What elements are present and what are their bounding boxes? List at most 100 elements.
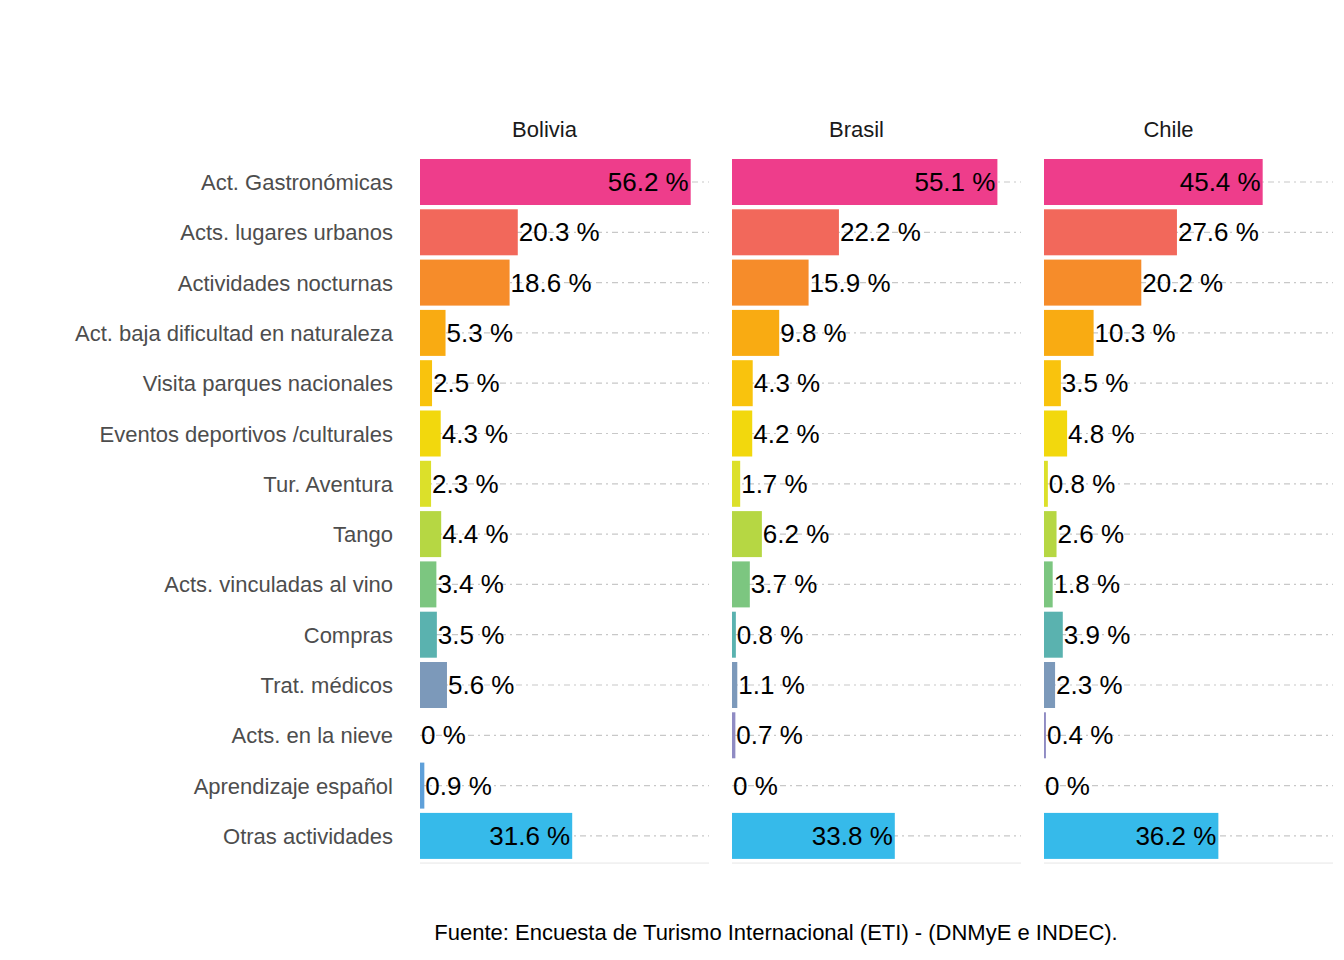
data-label: 5.6 % xyxy=(448,670,515,700)
bar xyxy=(732,662,737,708)
bar xyxy=(1044,712,1046,758)
facet-title: Bolivia xyxy=(512,117,578,142)
category-label: Acts. vinculadas al vino xyxy=(164,572,393,597)
bar xyxy=(1044,260,1141,306)
bar xyxy=(420,209,518,255)
bar xyxy=(732,561,750,607)
bar xyxy=(1044,612,1063,658)
data-label: 18.6 % xyxy=(511,268,592,298)
bar xyxy=(420,159,691,205)
data-label: 0.8 % xyxy=(737,620,804,650)
data-label: 4.4 % xyxy=(442,519,509,549)
labels: 45.4 % 27.6 % 20.2 % 10.3 % 3.5 % 4.8 % 0.8 % 2… xyxy=(1045,167,1261,851)
data-label: 20.3 % xyxy=(519,217,600,247)
data-label: 0 % xyxy=(421,720,466,750)
data-label: 10.3 % xyxy=(1095,318,1176,348)
data-label: 31.6 % xyxy=(489,821,570,851)
caption: Fuente: Encuesta de Turismo Internaciona… xyxy=(434,920,1117,945)
data-label: 2.3 % xyxy=(1056,670,1123,700)
bar xyxy=(420,310,446,356)
bar xyxy=(732,712,735,758)
bar xyxy=(420,662,447,708)
bar xyxy=(420,360,432,406)
category-label: Eventos deportivos /culturales xyxy=(100,422,394,447)
data-label: 55.1 % xyxy=(914,167,995,197)
bar xyxy=(420,461,431,507)
data-label: 3.5 % xyxy=(1062,368,1129,398)
bar xyxy=(1044,511,1057,557)
bar xyxy=(732,209,839,255)
category-label: Tur. Aventura xyxy=(263,472,393,497)
data-label: 22.2 % xyxy=(840,217,921,247)
data-label: 27.6 % xyxy=(1178,217,1259,247)
labels: 56.2 %20.3 %18.6 %5.3 %2.5 %4.3 %2.3 %4.… xyxy=(421,167,689,851)
category-label: Compras xyxy=(304,623,393,648)
bars xyxy=(732,159,997,859)
bar xyxy=(420,561,436,607)
bars xyxy=(420,159,691,859)
data-label: 0.8 % xyxy=(1049,469,1116,499)
category-label: Otras actividades xyxy=(223,824,393,849)
data-label: 0.7 % xyxy=(736,720,803,750)
facet-title: Chile xyxy=(1143,117,1193,142)
data-label: 2.3 % xyxy=(432,469,499,499)
data-label: 0 % xyxy=(733,771,778,801)
data-label: 36.2 % xyxy=(1135,821,1216,851)
data-label: 5.3 % xyxy=(447,318,514,348)
bar xyxy=(1044,159,1263,205)
data-label: 56.2 % xyxy=(608,167,689,197)
bars xyxy=(1044,159,1263,859)
data-label: 4.3 % xyxy=(754,368,821,398)
data-label: 0 % xyxy=(1045,771,1090,801)
bar xyxy=(732,310,779,356)
data-label: 1.1 % xyxy=(738,670,805,700)
data-label: 2.6 % xyxy=(1058,519,1125,549)
axis-line xyxy=(732,863,1021,864)
category-label: Act. Gastronómicas xyxy=(201,170,393,195)
data-label: 4.8 % xyxy=(1068,419,1135,449)
bar xyxy=(1044,461,1048,507)
category-label: Aprendizaje español xyxy=(194,774,393,799)
bar xyxy=(732,360,753,406)
bar xyxy=(1044,209,1177,255)
bar xyxy=(1044,813,1218,859)
bar xyxy=(420,411,441,457)
bar xyxy=(1044,561,1053,607)
data-label: 45.4 % xyxy=(1180,167,1261,197)
bar xyxy=(420,612,437,658)
data-label: 3.9 % xyxy=(1064,620,1131,650)
data-label: 3.7 % xyxy=(751,569,818,599)
category-label: Act. baja dificultad en naturaleza xyxy=(75,321,394,346)
bar xyxy=(732,260,809,306)
labels: 55.1 %22.2 %15.9 %9.8 %4.3 %4.2 %1.7 %6.… xyxy=(733,167,995,851)
data-label: 3.4 % xyxy=(437,569,504,599)
data-label: 4.3 % xyxy=(442,419,509,449)
data-label: 1.8 % xyxy=(1054,569,1121,599)
axis-line xyxy=(1044,863,1333,864)
bar xyxy=(420,260,510,306)
data-label: 0.4 % xyxy=(1047,720,1114,750)
bar xyxy=(732,813,895,859)
bar xyxy=(420,763,424,809)
bar xyxy=(420,813,572,859)
category-label: Actividades nocturnas xyxy=(178,271,393,296)
facet-title: Brasil xyxy=(829,117,884,142)
data-label: 0.9 % xyxy=(425,771,492,801)
category-label: Acts. lugares urbanos xyxy=(180,220,393,245)
bar xyxy=(1044,310,1094,356)
category-label: Acts. en la nieve xyxy=(232,723,393,748)
data-label: 1.7 % xyxy=(741,469,808,499)
bar xyxy=(732,612,736,658)
data-label: 20.2 % xyxy=(1142,268,1223,298)
category-label: Visita parques nacionales xyxy=(143,371,393,396)
category-label: Tango xyxy=(333,522,393,547)
bar xyxy=(1044,662,1055,708)
bar xyxy=(420,511,441,557)
data-label: 3.5 % xyxy=(438,620,505,650)
axis-line xyxy=(420,863,709,864)
data-label: 4.2 % xyxy=(753,419,820,449)
bar xyxy=(732,411,752,457)
data-label: 33.8 % xyxy=(812,821,893,851)
data-label: 15.9 % xyxy=(810,268,891,298)
bar xyxy=(732,511,762,557)
